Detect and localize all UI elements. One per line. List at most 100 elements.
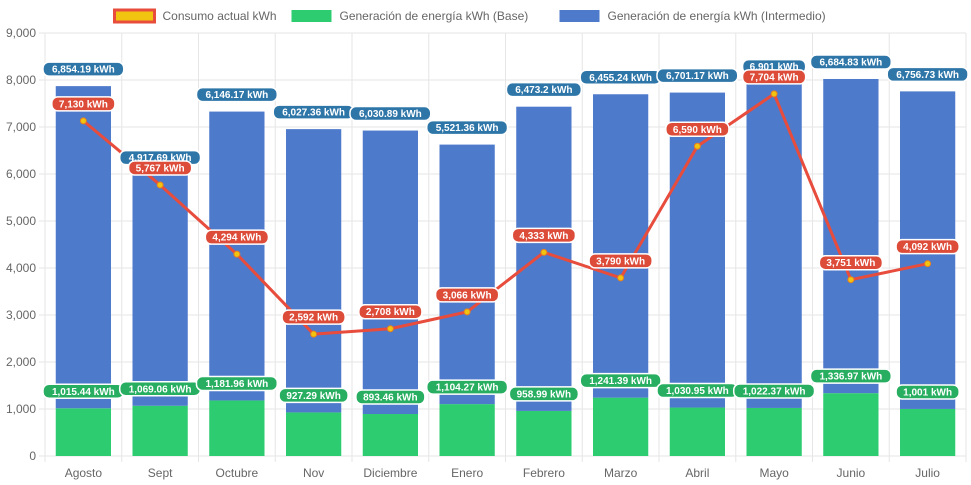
- consumo-value-label-bg: [895, 238, 960, 255]
- bar-base[interactable]: [669, 407, 726, 456]
- consumption-point[interactable]: [540, 248, 548, 256]
- legend[interactable]: Consumo actual kWh Generación de energía …: [113, 8, 826, 24]
- base-value-label: 1,104.27 kWh: [425, 379, 509, 395]
- base-value-label: 893.46 kWh: [355, 389, 426, 405]
- intermedio-value-label-bg: [886, 66, 969, 83]
- consumption-point[interactable]: [463, 308, 471, 316]
- legend-label: Generación de energía kWh (Base): [340, 9, 529, 23]
- consumo-value-label-bg: [665, 121, 730, 138]
- consumption-point[interactable]: [770, 90, 778, 98]
- intermedio-value-label-text: 6,756.73 kWh: [896, 70, 959, 81]
- consumo-value-label-text: 4,092 kWh: [903, 242, 952, 253]
- bar-base[interactable]: [823, 393, 879, 456]
- consumption-point[interactable]: [847, 276, 855, 284]
- consumo-value-label-text: 7,130 kWh: [59, 99, 108, 110]
- intermedio-value-label-text: 6,701.17 kWh: [666, 71, 729, 82]
- intermedio-value-label-text: 5,521.36 kWh: [436, 123, 499, 134]
- legend-item[interactable]: Consumo actual kWh: [113, 8, 277, 24]
- consumo-value-label-text: 2,708 kWh: [366, 307, 415, 318]
- intermedio-value-label-text: 6,027.36 kWh: [282, 108, 345, 119]
- y-tick-label: 2,000: [6, 355, 36, 369]
- base-value-label-bg: [732, 383, 816, 399]
- consumption-point[interactable]: [310, 330, 318, 338]
- bar-base[interactable]: [285, 412, 342, 456]
- bar-base[interactable]: [899, 408, 956, 456]
- x-tick-label: Mayo: [759, 466, 789, 480]
- base-value-label: 1,336.97 kWh: [809, 368, 893, 384]
- intermedio-value-label-text: 6,901 kWh: [750, 62, 799, 73]
- intermedio-value-label-bg: [195, 86, 279, 103]
- consumption-point[interactable]: [617, 274, 625, 282]
- bar-base[interactable]: [132, 405, 188, 456]
- intermedio-value-label: 6,756.73 kWh: [886, 66, 969, 83]
- data-labels: 1,015.44 kWh 6,854.19 kWh 1,069.06 kWh 4,91…: [42, 54, 969, 405]
- consumo-value-label: 4,092 kWh: [895, 238, 960, 255]
- legend-swatch: [291, 10, 332, 22]
- base-value-label-text: 1,241.39 kWh: [589, 376, 652, 387]
- bar-base[interactable]: [362, 414, 419, 456]
- legend-item[interactable]: Generación de energía kWh (Base): [291, 9, 529, 23]
- bar-intermedio[interactable]: [285, 129, 342, 413]
- legend-swatch: [559, 10, 600, 22]
- x-tick-label: Agosto: [65, 466, 103, 480]
- intermedio-value-label-text: 6,030.89 kWh: [359, 109, 422, 120]
- base-value-label-text: 958.99 kWh: [517, 389, 571, 400]
- intermedio-value-label-bg: [349, 105, 432, 122]
- consumo-value-label: 4,294 kWh: [204, 229, 270, 245]
- bar-base[interactable]: [439, 404, 495, 456]
- consumo-value-label: 6,590 kWh: [665, 121, 730, 138]
- y-tick-label: 5,000: [6, 214, 36, 228]
- consumo-value-label-bg: [434, 287, 500, 303]
- base-value-label: 1,022.37 kWh: [732, 383, 816, 399]
- intermedio-value-label-bg: [42, 61, 125, 77]
- base-value-label: 1,015.44 kWh: [42, 383, 125, 400]
- intermedio-value-label-text: 6,455.24 kWh: [589, 73, 652, 84]
- consumo-value-label: 7,704 kWh: [741, 69, 807, 85]
- bar-intermedio[interactable]: [55, 86, 112, 409]
- base-value-label-text: 1,069.06 kWh: [129, 384, 192, 395]
- x-tick-label: Abril: [685, 466, 709, 480]
- consumo-value-label: 3,066 kWh: [434, 287, 500, 303]
- bar-intermedio[interactable]: [669, 92, 726, 408]
- base-value-label-bg: [278, 387, 349, 404]
- consumo-value-label: 7,130 kWh: [51, 96, 116, 112]
- bar-base[interactable]: [55, 408, 112, 456]
- consumo-value-label-text: 2,592 kWh: [289, 313, 338, 324]
- intermedio-value-label-bg: [809, 54, 893, 70]
- legend-item[interactable]: Generación de energía kWh (Intermedio): [559, 9, 826, 23]
- x-tick-label: Junio: [837, 466, 866, 480]
- consumo-value-label-text: 7,704 kWh: [750, 72, 799, 83]
- consumption-point[interactable]: [386, 325, 394, 333]
- y-tick-label: 6,000: [6, 167, 36, 181]
- bar-base[interactable]: [592, 397, 649, 456]
- consumo-value-label-bg: [51, 96, 116, 112]
- base-value-label: 1,001 kWh: [895, 384, 960, 400]
- consumo-value-label-bg: [588, 253, 653, 269]
- bar-base[interactable]: [209, 400, 265, 456]
- bar-intermedio[interactable]: [132, 174, 188, 406]
- consumption-point[interactable]: [924, 260, 932, 268]
- bar-intermedio[interactable]: [362, 130, 419, 415]
- x-tick-label: Enero: [451, 466, 483, 480]
- consumption-point[interactable]: [79, 117, 87, 125]
- base-value-label-text: 1,030.95 kWh: [666, 386, 729, 397]
- x-tick-label: Febrero: [523, 466, 565, 480]
- intermedio-value-label: 6,684.83 kWh: [809, 54, 893, 70]
- intermedio-value-label: 6,701.17 kWh: [656, 67, 739, 84]
- y-tick-label: 4,000: [6, 261, 36, 275]
- intermedio-value-label-text: 6,473.2 kWh: [515, 85, 572, 96]
- consumption-point[interactable]: [693, 142, 701, 150]
- consumption-point[interactable]: [156, 181, 164, 189]
- intermedio-value-label: 6,455.24 kWh: [579, 69, 662, 86]
- consumo-value-label: 4,333 kWh: [511, 227, 577, 244]
- consumption-point[interactable]: [233, 250, 241, 258]
- base-value-label-bg: [355, 389, 426, 405]
- x-tick-label: Sept: [148, 466, 173, 480]
- consumo-value-label-text: 4,333 kWh: [519, 231, 568, 242]
- bar-intermedio[interactable]: [439, 144, 495, 405]
- bar-base[interactable]: [516, 410, 572, 456]
- bar-base[interactable]: [746, 407, 802, 456]
- bar-intermedio[interactable]: [746, 83, 802, 408]
- legend-label: Generación de energía kWh (Intermedio): [608, 9, 826, 23]
- base-value-label: 958.99 kWh: [508, 386, 580, 402]
